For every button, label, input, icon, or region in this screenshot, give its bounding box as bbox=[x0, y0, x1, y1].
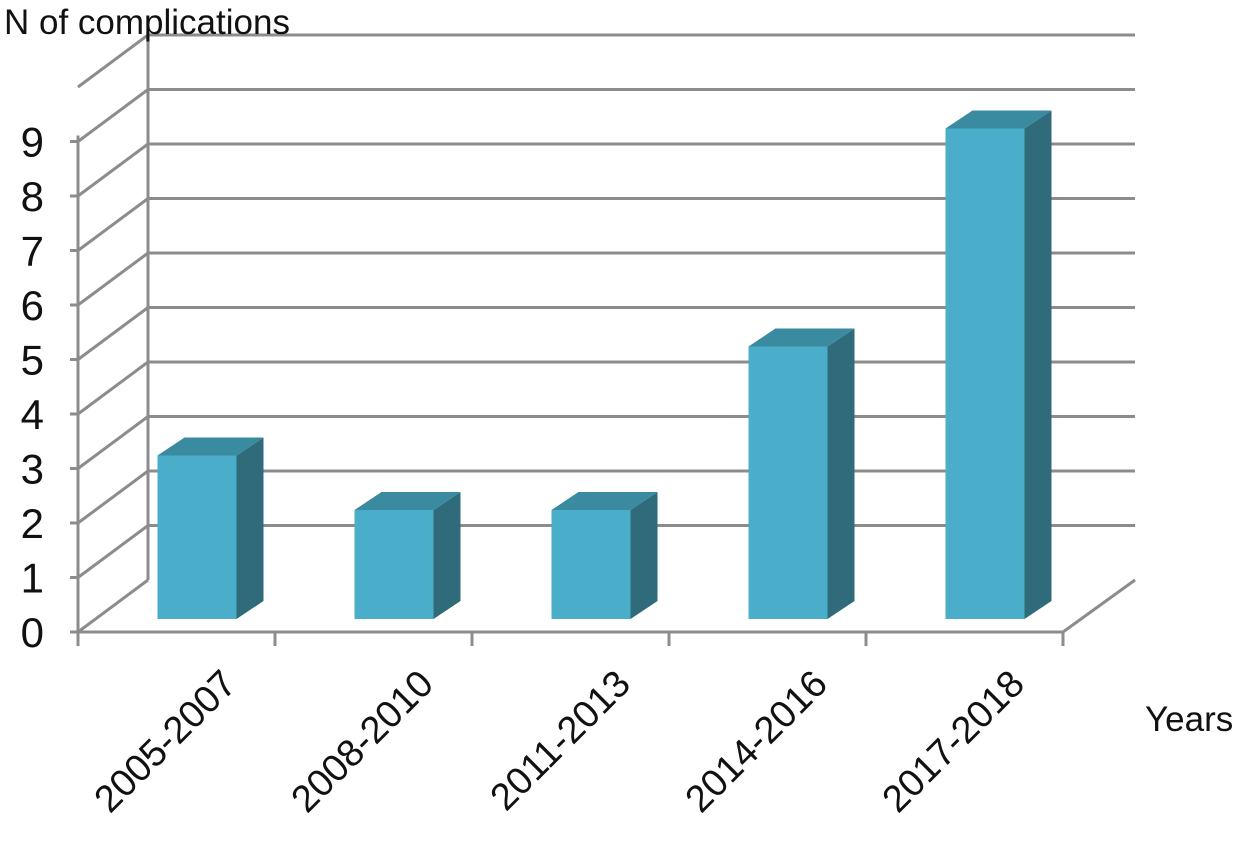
side-gridline bbox=[77, 306, 149, 361]
side-gridline bbox=[77, 88, 149, 143]
bar bbox=[945, 110, 1052, 619]
axis-layer bbox=[70, 135, 1136, 646]
y-tick-label: 2 bbox=[21, 500, 44, 547]
y-tick-label: 3 bbox=[21, 446, 44, 493]
bar-side bbox=[433, 492, 461, 619]
bar-top bbox=[945, 110, 1052, 129]
bar-top bbox=[551, 492, 658, 510]
y-tick-label: 9 bbox=[21, 119, 44, 166]
bar bbox=[354, 492, 461, 619]
side-gridline bbox=[77, 469, 149, 525]
bar-top bbox=[748, 328, 855, 347]
x-tick-label: 2008-2010 bbox=[284, 663, 442, 821]
side-gridline bbox=[77, 524, 149, 579]
y-tick-labels: 0 1 2 3 4 5 6 7 8 9 bbox=[21, 119, 44, 657]
x-tick-label: 2005-2007 bbox=[87, 663, 245, 821]
y-axis-label: N of complications bbox=[4, 3, 290, 42]
side-gridline bbox=[77, 251, 149, 307]
side-gridline bbox=[77, 360, 149, 416]
y-tick-label: 8 bbox=[21, 173, 44, 220]
bars-layer bbox=[157, 110, 1052, 619]
y-tick-label: 4 bbox=[21, 391, 44, 438]
bar-side bbox=[630, 492, 658, 619]
y-tick-label: 5 bbox=[21, 337, 44, 384]
x-tick-label: 2014-2016 bbox=[678, 663, 836, 821]
bar-front bbox=[157, 455, 237, 619]
floor-edge bbox=[1062, 578, 1136, 634]
bar-top bbox=[157, 437, 264, 456]
y-tick-label: 0 bbox=[21, 609, 44, 656]
side-gridline bbox=[77, 142, 149, 198]
bar-front bbox=[551, 510, 631, 619]
x-tick-label: 2011-2013 bbox=[483, 663, 639, 819]
bar-side bbox=[1024, 110, 1052, 619]
bar-top bbox=[354, 492, 461, 510]
bar bbox=[748, 328, 855, 619]
side-gridline bbox=[77, 415, 149, 470]
bar-front bbox=[945, 128, 1025, 619]
side-gridline bbox=[77, 33, 149, 89]
side-gridline bbox=[77, 578, 149, 634]
y-tick-label: 7 bbox=[21, 228, 44, 275]
bar-front bbox=[354, 510, 434, 619]
bar-side bbox=[827, 328, 855, 619]
y-tick-label: 6 bbox=[21, 282, 44, 329]
y-tick-label: 1 bbox=[21, 555, 44, 602]
bar bbox=[551, 492, 658, 619]
side-gridline bbox=[77, 197, 149, 252]
x-tick-labels: 2005-2007 2008-2010 2011-2013 2014-2016 2017… bbox=[87, 663, 1033, 821]
bar-side bbox=[236, 437, 264, 619]
x-tick-label: 2017-2018 bbox=[875, 663, 1033, 821]
x-axis-label: Years bbox=[1145, 700, 1233, 739]
bar bbox=[157, 437, 264, 619]
bar-front bbox=[748, 346, 828, 619]
